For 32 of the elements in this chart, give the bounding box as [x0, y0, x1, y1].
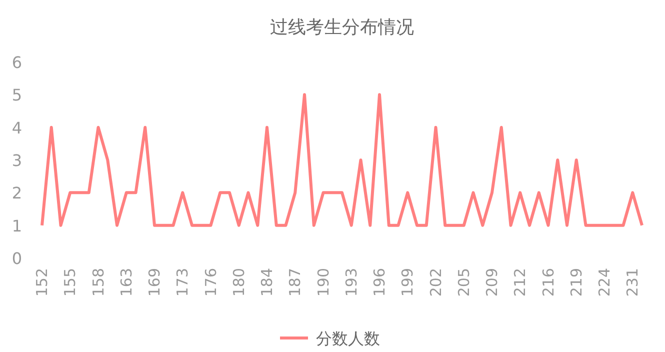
chart-title: 过线考生分布情况 [270, 17, 414, 38]
x-tick-label: 212 [511, 268, 530, 297]
x-tick-label: 184 [258, 268, 276, 297]
x-tick-label: 196 [370, 268, 388, 297]
y-tick-label: 6 [12, 53, 22, 72]
x-tick-label: 152 [33, 268, 51, 297]
y-tick-label: 0 [12, 249, 22, 268]
x-tick-label: 155 [61, 268, 80, 297]
x-tick-label: 209 [483, 268, 501, 297]
y-tick-label: 2 [12, 184, 22, 203]
x-tick-label: 205 [454, 268, 473, 297]
x-tick-label: 199 [398, 268, 417, 297]
legend-label: 分数人数 [316, 329, 380, 348]
x-tick-label: 190 [314, 268, 332, 297]
x-tick-label: 158 [89, 268, 108, 297]
x-tick-label: 176 [202, 268, 220, 297]
x-tick-label: 231 [624, 268, 642, 297]
x-tick-label: 180 [230, 268, 248, 297]
y-tick-label: 3 [12, 151, 22, 170]
x-tick-label: 173 [174, 268, 192, 297]
x-tick-label: 169 [146, 268, 164, 297]
x-tick-label: 187 [286, 268, 304, 297]
line-series [40, 93, 644, 227]
y-tick-label: 5 [12, 86, 22, 105]
x-tick-label: 216 [539, 268, 558, 297]
x-tick-label: 163 [117, 268, 136, 297]
x-tick-label: 219 [567, 268, 586, 297]
x-tick-label: 202 [426, 268, 445, 297]
y-tick-label: 1 [12, 216, 22, 236]
y-tick-label: 4 [12, 118, 22, 138]
x-tick-label: 193 [342, 268, 360, 297]
x-tick-label: 224 [596, 268, 614, 297]
